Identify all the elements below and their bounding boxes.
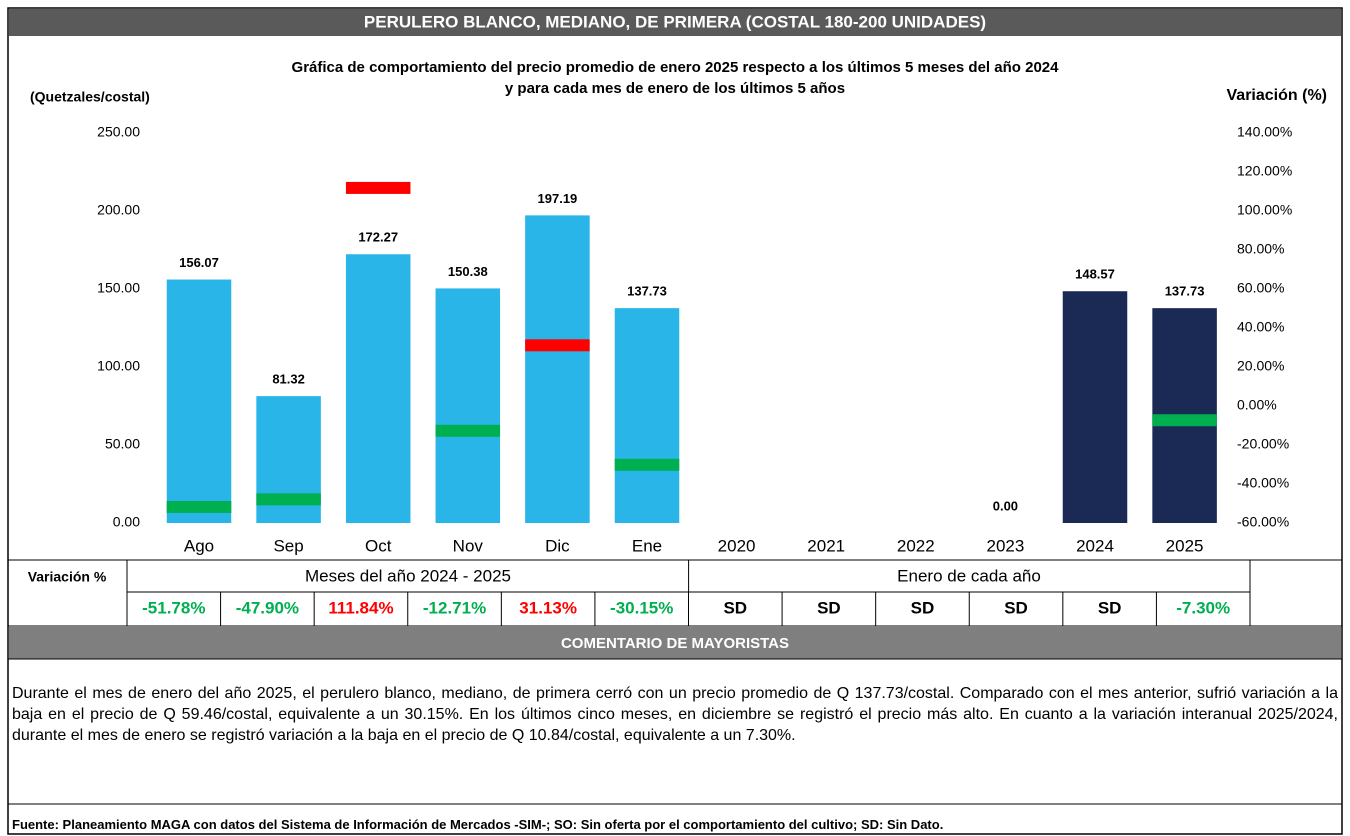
table-cell: -30.15%	[610, 598, 673, 617]
x-tick-label: Nov	[453, 536, 484, 555]
y-tick-label: 250.00	[97, 124, 140, 140]
x-tick-label: Sep	[273, 536, 303, 555]
y-tick-label: 150.00	[97, 280, 140, 296]
x-tick-label: Ene	[632, 536, 662, 555]
table-cell: 111.84%	[328, 598, 393, 617]
variation-marker	[345, 181, 411, 194]
data-label: 172.27	[358, 230, 398, 245]
variation-marker	[1152, 414, 1217, 427]
table-cell: SD	[1098, 598, 1122, 617]
comment-title: COMENTARIO DE MAYORISTAS	[561, 635, 789, 652]
bar	[345, 254, 411, 524]
comment-header-bar	[9, 627, 1341, 659]
table-cell: SD	[1004, 598, 1028, 617]
table-cell: SD	[911, 598, 935, 617]
x-tick-label: Dic	[545, 536, 570, 555]
y-tick-label: 0.00	[113, 514, 140, 530]
bar	[525, 215, 590, 523]
data-label: 148.57	[1075, 267, 1115, 282]
table-group: Meses del año 2024 - 2025	[305, 566, 511, 585]
outer-border	[7, 7, 1343, 835]
variation-marker	[256, 493, 321, 506]
bar	[614, 308, 680, 523]
x-tick-label: Ago	[184, 536, 214, 555]
variation-marker	[166, 500, 232, 513]
chart-title: y para cada mes de enero de los últimos …	[505, 80, 845, 97]
y-tick-label: 200.00	[97, 202, 140, 218]
x-tick-label: 2023	[986, 536, 1024, 555]
data-label: 81.32	[272, 372, 305, 387]
y2-tick-label: -60.00%	[1237, 514, 1289, 530]
variation-marker	[435, 424, 501, 437]
y2-tick-label: 40.00%	[1237, 319, 1284, 335]
y2-tick-label: -40.00%	[1237, 475, 1289, 491]
bar	[435, 288, 501, 523]
bar	[166, 279, 232, 523]
y-tick-label: 50.00	[105, 436, 140, 452]
y-axis-label: (Quetzales/costal)	[30, 89, 150, 105]
table-cell: -51.78%	[142, 598, 205, 617]
data-label: 150.38	[448, 264, 488, 279]
y2-tick-label: 120.00%	[1237, 163, 1292, 179]
table-group: Enero de cada año	[897, 566, 1041, 585]
variation-marker	[614, 458, 680, 471]
comment-text: Durante el mes de enero del año 2025, el…	[12, 685, 1338, 744]
table-cell: -7.30%	[1176, 598, 1230, 617]
y2-axis-label: Variación (%)	[1227, 87, 1327, 104]
header-title: PERULERO BLANCO, MEDIANO, DE PRIMERA (CO…	[364, 12, 986, 31]
table-row-label: Variación %	[28, 569, 107, 585]
table-cell: 31.13%	[519, 598, 577, 617]
y2-tick-label: 100.00%	[1237, 202, 1292, 218]
bar	[1062, 291, 1128, 523]
y2-tick-label: 0.00%	[1237, 397, 1277, 413]
table-cell: -47.90%	[236, 598, 299, 617]
table-cell: SD	[723, 598, 747, 617]
chart-title: Gráfica de comportamiento del precio pro…	[292, 59, 1060, 76]
data-label: 137.73	[627, 284, 667, 299]
table-cell: SD	[817, 598, 841, 617]
x-tick-label: 2024	[1076, 536, 1114, 555]
y2-tick-label: 80.00%	[1237, 241, 1284, 257]
source-note: Fuente: Planeamiento MAGA con datos del …	[12, 817, 944, 832]
y-tick-label: 100.00	[97, 358, 140, 374]
y2-tick-label: -20.00%	[1237, 436, 1289, 452]
x-tick-label: 2021	[807, 536, 845, 555]
header-bar	[9, 9, 1341, 36]
data-label: 156.07	[179, 255, 219, 270]
table-cell: -12.71%	[423, 598, 486, 617]
x-tick-label: 2020	[718, 536, 756, 555]
data-label: 197.19	[538, 191, 578, 206]
x-tick-label: 2025	[1166, 536, 1204, 555]
variation-marker	[525, 339, 590, 352]
x-tick-label: 2022	[897, 536, 935, 555]
data-label: 137.73	[1165, 284, 1205, 299]
y2-tick-label: 20.00%	[1237, 358, 1284, 374]
y2-tick-label: 140.00%	[1237, 124, 1292, 140]
x-tick-label: Oct	[365, 536, 392, 555]
data-label: 0.00	[993, 498, 1018, 513]
y2-tick-label: 60.00%	[1237, 280, 1284, 296]
